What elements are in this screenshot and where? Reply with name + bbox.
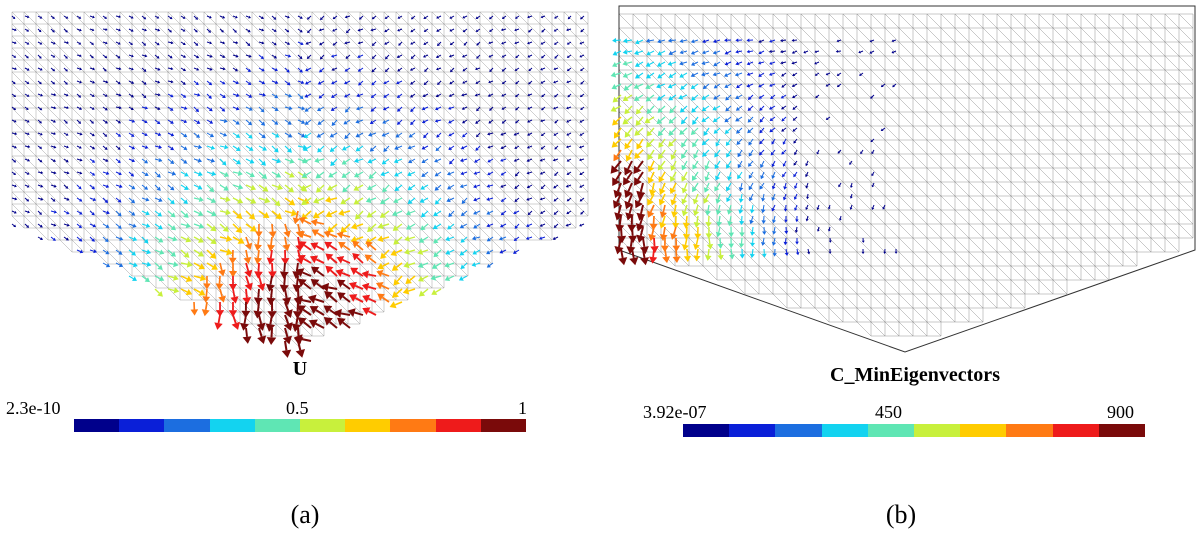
colorbar-segment <box>300 419 346 432</box>
colorbar-segment <box>390 419 436 432</box>
colorbar-min-label: 3.92e-07 <box>643 402 707 422</box>
panel-a: U 2.3e-10 0.5 1 (a) <box>6 11 589 529</box>
colorbar-max-label: 1 <box>518 398 527 418</box>
colorbar-segment <box>683 424 730 437</box>
colorbar-segment <box>1052 424 1099 437</box>
colorbar-min-label: 2.3e-10 <box>6 398 61 418</box>
colorbar-segment <box>119 419 165 432</box>
field-title: C_MinEigenvectors <box>830 364 1000 386</box>
colorbar-segment <box>1098 424 1146 437</box>
colorbar-segment <box>867 424 915 437</box>
colorbar <box>683 424 1146 437</box>
colorbar-segment <box>345 419 391 432</box>
panel-b: C_MinEigenvectors 3.92e-07 450 900 (b) <box>605 0 1199 541</box>
colorbar-mid-label: 0.5 <box>286 398 309 418</box>
subfigure-caption: (a) <box>290 500 320 529</box>
colorbar-max-label: 900 <box>1107 402 1134 422</box>
colorbar-segment <box>914 424 961 437</box>
colorbar <box>74 419 527 432</box>
colorbar-segment <box>209 419 255 432</box>
subfigure-caption: (b) <box>885 500 917 529</box>
colorbar-segment <box>74 419 120 432</box>
colorbar-segment <box>164 419 210 432</box>
field-title: U <box>292 358 308 380</box>
colorbar-segment <box>729 424 776 437</box>
colorbar-segment <box>821 424 868 437</box>
colorbar-segment <box>1006 424 1053 437</box>
vector-field-plot-c-mineigenvectors <box>610 5 1196 353</box>
colorbar-mid-label: 450 <box>875 402 902 422</box>
colorbar-segment <box>775 424 822 437</box>
colorbar-segment <box>960 424 1007 437</box>
vector-field-plot-u <box>11 11 589 358</box>
colorbar-segment <box>435 419 481 432</box>
colorbar-segment <box>254 419 301 432</box>
colorbar-segment <box>480 419 527 432</box>
